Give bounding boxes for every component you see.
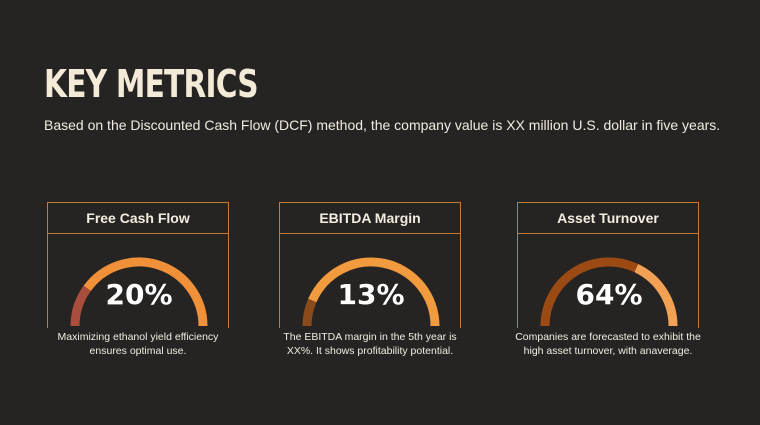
gauge-chart (302, 257, 440, 327)
metric-card-header: Asset Turnover (517, 202, 699, 234)
gauge-value-label: 13% (337, 278, 405, 311)
metric-caption-line: Companies are forecasted to exhibit the (515, 331, 701, 343)
metric-caption-line: XX%. It shows profitability potential. (286, 345, 454, 357)
gauge-chart (540, 257, 678, 327)
metric-caption: Companies are forecasted to exhibit the … (497, 330, 719, 358)
slide-title: KEY METRICS (44, 62, 259, 106)
gauge-track-arc (308, 257, 440, 327)
gauge-track-arc (83, 257, 208, 327)
metric-caption-line: ensures optimal use. (89, 345, 187, 357)
metric-card-header: EBITDA Margin (279, 202, 461, 234)
gauge-chart (70, 257, 208, 327)
gauge-value-arc (70, 285, 91, 327)
metric-caption: Maximizing ethanol yield efficiency ensu… (27, 330, 249, 358)
gauge-value-label: 20% (105, 278, 173, 311)
metric-caption-line: Maximizing ethanol yield efficiency (57, 331, 219, 343)
metric-card-free-cash-flow: Free Cash Flow 20% Maximizing ethanol yi… (47, 202, 229, 362)
metric-caption-line: high asset turnover, with anaverage. (523, 345, 693, 357)
metric-card-body: 64% (517, 234, 699, 328)
gauge-value-label: 64% (575, 278, 643, 311)
metric-caption: The EBITDA margin in the 5th year is XX%… (259, 330, 481, 358)
metric-caption-line: The EBITDA margin in the 5th year is (283, 331, 457, 343)
slide-subtitle: Based on the Discounted Cash Flow (DCF) … (44, 117, 721, 133)
metric-card-body: 20% (47, 234, 229, 328)
gauge-value-arc (302, 298, 317, 327)
gauge-track-arc (634, 264, 678, 327)
metric-card-ebitda-margin: EBITDA Margin 13% The EBITDA margin in t… (279, 202, 461, 362)
metric-card-header: Free Cash Flow (47, 202, 229, 234)
metric-card-body: 13% (279, 234, 461, 328)
gauge-value-arc (540, 257, 639, 327)
metric-card-asset-turnover: Asset Turnover 64% Companies are forecas… (515, 202, 701, 362)
